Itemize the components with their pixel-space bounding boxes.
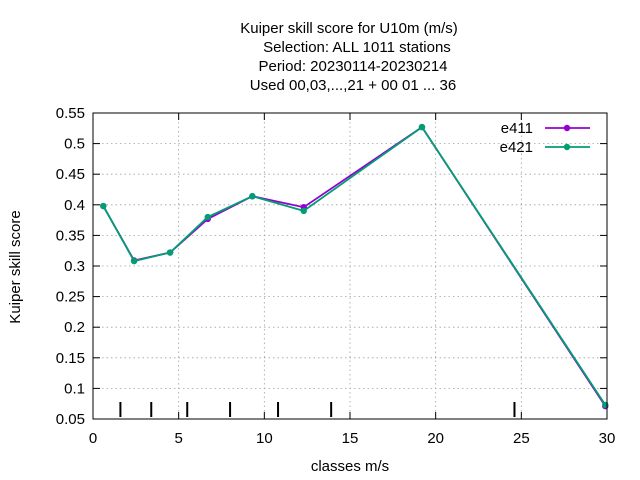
title-line-4: Used 00,03,...,21 + 00 01 ... 36 [250, 77, 456, 94]
y-tick-label: 0.25 [56, 289, 85, 306]
y-tick-label: 0.15 [56, 350, 85, 367]
x-tick-label: 20 [427, 430, 444, 447]
x-tick-label: 5 [174, 430, 182, 447]
axis-ticks [92, 112, 608, 420]
legend-label-e421: e421 [500, 139, 533, 156]
data-point-e421 [130, 257, 138, 265]
y-tick-label: 0.1 [64, 380, 85, 397]
x-axis-label: classes m/s [311, 458, 389, 475]
legend-marker-e421 [563, 143, 571, 151]
legend-marker-e411 [563, 124, 571, 132]
y-tick-label: 0.3 [64, 258, 85, 275]
y-axis-label: Kuiper skill score [7, 210, 24, 323]
x-tick-label: 15 [342, 430, 359, 447]
y-tick-label: 0.4 [64, 197, 85, 214]
y-tick-label: 0.35 [56, 227, 85, 244]
data-point-e421 [166, 249, 174, 256]
y-tick-label: 0.55 [56, 105, 85, 122]
x-tick-labels: 0 5 10 15 20 25 30 [89, 430, 616, 447]
title-line-1: Kuiper skill score for U10m (m/s) [240, 20, 458, 37]
x-tick-label: 10 [256, 430, 273, 447]
data-point-e421 [300, 207, 307, 215]
data-point-e421 [100, 202, 107, 210]
data-point-e421 [204, 213, 211, 221]
y-tick-label: 0.5 [64, 136, 85, 153]
y-tick-label: 0.05 [56, 411, 85, 428]
x-tick-label: 25 [513, 430, 530, 447]
x-tick-label: 30 [599, 430, 616, 447]
title-line-3: Period: 20230114-20230214 [258, 58, 447, 75]
data-point-e421 [602, 401, 609, 409]
x-tick-label: 0 [89, 430, 97, 447]
y-tick-label: 0.2 [64, 319, 85, 336]
legend-label-e411: e411 [501, 120, 533, 137]
series-layer [100, 123, 609, 410]
data-point-e421 [249, 193, 256, 200]
title-line-2: Selection: ALL 1011 stations [263, 39, 451, 56]
class-markers [119, 402, 516, 417]
series-line-e421 [102, 125, 607, 406]
data-point-e421 [418, 123, 426, 131]
y-tick-label: 0.45 [56, 166, 85, 183]
grid-lines [93, 113, 607, 419]
legend: e411 e421 [500, 120, 590, 156]
chart-title: Kuiper skill score for U10m (m/s) Select… [240, 20, 458, 94]
y-tick-labels: 0.05 0.1 0.15 0.2 0.25 0.3 0.35 0.4 0.45 0.5 0.55 [56, 105, 85, 428]
